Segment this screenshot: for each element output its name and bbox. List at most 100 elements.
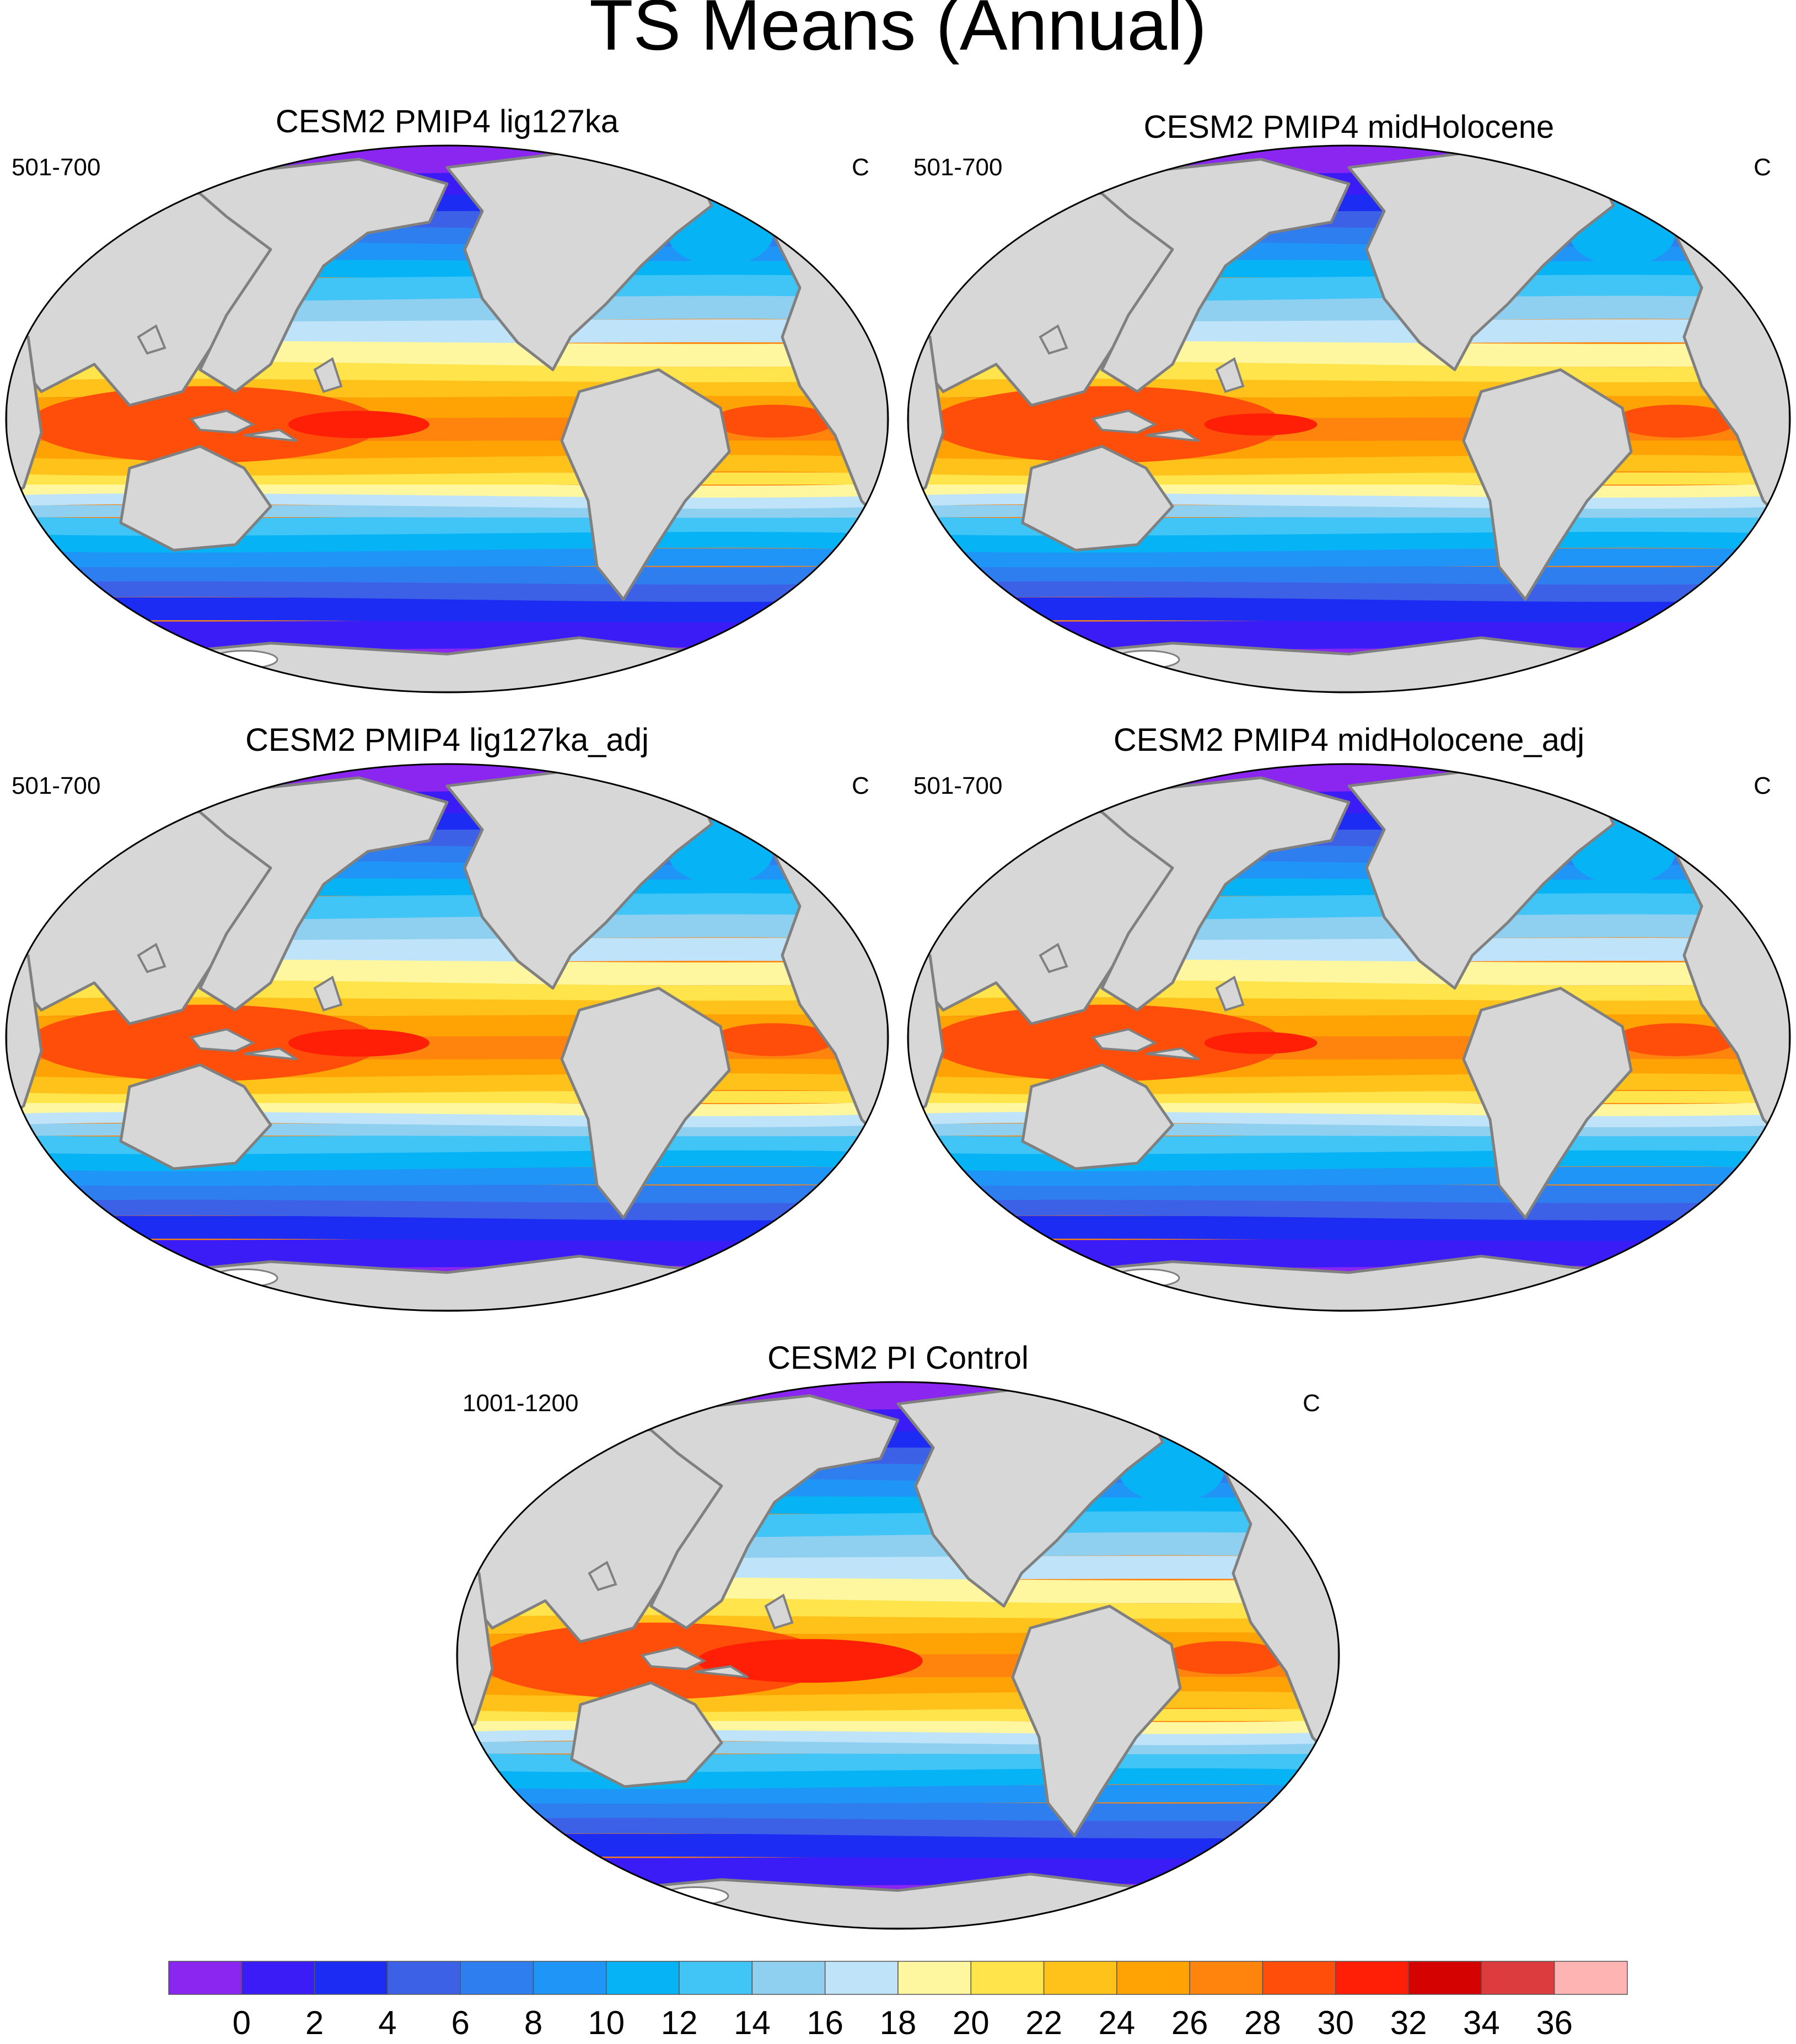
colorbar-swatch — [1189, 1961, 1263, 1995]
temp-band — [908, 764, 1790, 793]
colorbar-tick-label: 34 — [1463, 2004, 1500, 2041]
map-field — [6, 764, 888, 1311]
colorbar-tick-label: 30 — [1317, 2004, 1354, 2041]
warm-pool-core — [697, 1639, 923, 1683]
map-panel-midHolocene_adj: CESM2 PMIP4 midHolocene_adj 501-700 C — [907, 722, 1791, 1312]
temp-band — [457, 1382, 1339, 1411]
map-field — [6, 146, 888, 692]
temp-band — [908, 1182, 1790, 1203]
temp-band — [457, 1833, 1339, 1859]
colorbar-swatch — [1481, 1961, 1555, 1995]
temp-band — [457, 1816, 1339, 1838]
temp-band — [908, 563, 1790, 585]
colorbar-swatch — [1043, 1961, 1117, 1995]
units-label: C — [1754, 772, 1771, 799]
temp-band — [908, 1166, 1790, 1186]
years-label: 1001-1200 — [463, 1390, 578, 1417]
temp-band — [457, 1855, 1339, 1887]
years-label: 501-700 — [913, 772, 1002, 799]
colorbar-tick-label: 22 — [1025, 2004, 1062, 2041]
temp-band — [6, 579, 888, 602]
panel-title: CESM2 PMIP4 midHolocene_adj — [1114, 722, 1584, 758]
map-outline — [907, 763, 1791, 1312]
colorbar-swatch — [751, 1961, 826, 1995]
atlantic-warm — [712, 1023, 835, 1056]
colorbar-tick-label: 14 — [734, 2004, 771, 2041]
colorbar-swatch — [387, 1961, 461, 1995]
temp-band — [908, 146, 1790, 174]
colorbar-tick-label: 10 — [588, 2004, 625, 2041]
colorbar-tick-label: 24 — [1099, 2004, 1136, 2041]
colorbar-swatch — [1116, 1961, 1190, 1995]
units-label: C — [852, 772, 869, 799]
colorbar-tick-label: 12 — [661, 2004, 698, 2041]
colorbar-swatch — [970, 1961, 1045, 1995]
temp-band — [6, 764, 888, 793]
colorbar-swatch — [533, 1961, 607, 1995]
map-outline — [456, 1381, 1340, 1930]
colorbar-swatch — [460, 1961, 534, 1995]
units-label: C — [1754, 154, 1771, 181]
map-field — [457, 1382, 1339, 1929]
temp-band — [908, 597, 1790, 622]
temp-band — [908, 618, 1790, 650]
temp-band — [908, 1237, 1790, 1269]
atlantic-warm — [712, 405, 835, 438]
colorbar-tick-label: 2 — [305, 2004, 324, 2041]
colorbar-tick-label: 26 — [1171, 2004, 1208, 2041]
colorbar-swatch — [1335, 1961, 1409, 1995]
temp-band — [908, 1215, 1790, 1241]
temp-band — [908, 1198, 1790, 1220]
land — [908, 149, 1790, 692]
temp-band — [6, 597, 888, 622]
atlantic-warm — [1614, 405, 1737, 438]
map-panel-lig127ka: CESM2 PMIP4 lig127ka 501-700 C — [5, 104, 889, 693]
temp-band — [6, 1182, 888, 1203]
warm-pool-core — [1204, 1032, 1318, 1054]
temp-band — [6, 548, 888, 568]
map-panel-midHolocene: CESM2 PMIP4 midHolocene 501-700 C — [907, 109, 1791, 693]
colorbar-swatch — [168, 1961, 243, 1995]
map-panel-piControl: CESM2 PI Control 1001-1200 C — [456, 1340, 1340, 1930]
temp-band — [6, 1198, 888, 1220]
years-label: 501-700 — [913, 154, 1002, 181]
warm-pool-core — [288, 411, 429, 438]
colorbar-tick-label: 16 — [806, 2004, 843, 2041]
units-label: C — [852, 154, 869, 181]
colorbar-swatch — [314, 1961, 388, 1995]
map-outline — [5, 144, 889, 693]
colorbar-swatch — [679, 1961, 753, 1995]
panel-title: CESM2 PI Control — [767, 1340, 1029, 1376]
colorbar-swatch — [1262, 1961, 1336, 1995]
warm-pool-core — [1204, 413, 1318, 435]
temp-band — [457, 1800, 1339, 1821]
atlantic-warm — [1163, 1641, 1286, 1674]
temp-band — [6, 563, 888, 585]
years-label: 501-700 — [12, 772, 100, 799]
colorbar-swatch — [606, 1961, 680, 1995]
map-panel-lig127ka_adj: CESM2 PMIP4 lig127ka_adj 501-700 C — [5, 722, 889, 1312]
colorbar-swatch — [1553, 1961, 1628, 1995]
colorbar-swatch — [897, 1961, 972, 1995]
colorbar-tick-label: 6 — [451, 2004, 470, 2041]
temp-band — [6, 618, 888, 650]
temp-band — [908, 548, 1790, 568]
atlantic-warm — [1614, 1023, 1737, 1056]
temp-band — [6, 1237, 888, 1269]
map-outline — [5, 763, 889, 1312]
colorbar-swatch — [824, 1961, 899, 1995]
map-field — [908, 146, 1790, 692]
colorbar-tick-label: 8 — [524, 2004, 542, 2041]
colorbar-tick-label: 36 — [1536, 2004, 1573, 2041]
units-label: C — [1303, 1390, 1320, 1417]
colorbar-swatch — [241, 1961, 315, 1995]
colorbar-tick-label: 0 — [233, 2004, 251, 2041]
colorbar-tick-label: 18 — [880, 2004, 917, 2041]
temp-band — [457, 1784, 1339, 1804]
temp-band — [6, 146, 888, 174]
panel-title: CESM2 PMIP4 lig127ka_adj — [245, 722, 649, 758]
colorbar-tick-label: 20 — [953, 2004, 990, 2041]
figure-title: TS Means (Annual) — [589, 0, 1207, 65]
